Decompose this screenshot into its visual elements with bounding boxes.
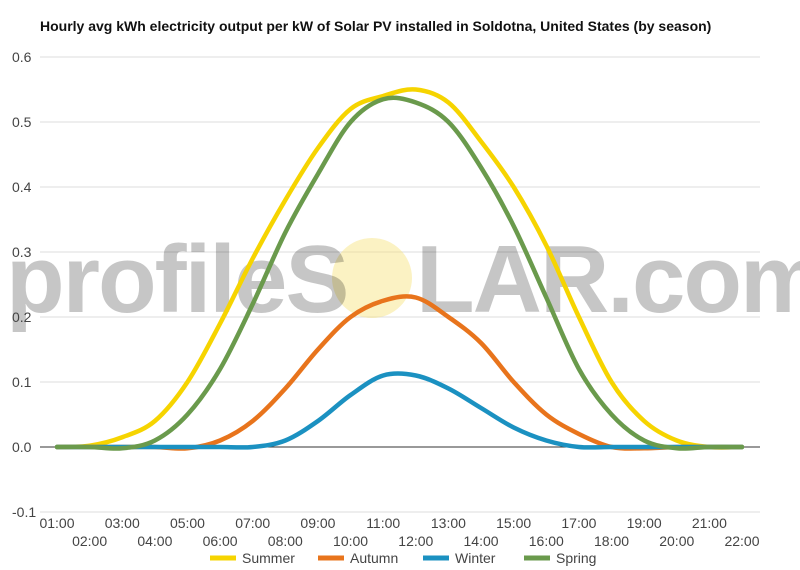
x-tick-label: 16:00 [529,533,564,549]
x-tick-label: 20:00 [659,533,694,549]
x-tick-label: 13:00 [431,515,466,531]
x-tick-label: 01:00 [39,515,74,531]
chart-title: Hourly avg kWh electricity output per kW… [40,18,712,34]
y-tick-label: 0.1 [12,374,32,390]
y-tick-label: 0.3 [12,244,32,260]
x-tick-label: 19:00 [627,515,662,531]
y-tick-label: 0.6 [12,49,32,65]
y-tick-label: -0.1 [12,504,36,520]
watermark-text-left: profileS [6,226,347,333]
y-tick-label: 0.0 [12,439,32,455]
watermark-text-right: LAR.com [416,226,800,333]
y-tick-label: 0.4 [12,179,32,195]
series-line-winter [54,371,745,450]
x-tick-label: 15:00 [496,515,531,531]
legend-label-summer: Summer [242,550,295,566]
grid-lines [40,56,760,513]
x-tick-label: 06:00 [203,533,238,549]
x-tick-label: 02:00 [72,533,107,549]
series-line-summer [54,87,745,450]
x-tick-label: 22:00 [724,533,759,549]
y-tick-label: 0.2 [12,309,32,325]
legend-label-spring: Spring [556,550,596,566]
x-tick-label: 11:00 [366,515,400,531]
legend-label-autumn: Autumn [350,550,398,566]
x-tick-label: 10:00 [333,533,368,549]
legend-label-winter: Winter [455,550,496,566]
x-tick-label: 07:00 [235,515,270,531]
x-tick-label: 12:00 [398,533,433,549]
y-tick-label: 0.5 [12,114,32,130]
x-tick-label: 08:00 [268,533,303,549]
x-tick-label: 14:00 [464,533,499,549]
series-lines [54,87,745,451]
x-tick-label: 17:00 [561,515,596,531]
x-axis-tick-labels: 01:00 02:00 03:00 04:00 05:00 06:00 07:00 08:00… [39,515,759,549]
x-tick-label: 21:00 [692,515,727,531]
series-line-spring [54,95,745,451]
x-tick-label: 05:00 [170,515,205,531]
x-tick-label: 09:00 [300,515,335,531]
legend: Summer Autumn Winter Spring [210,550,596,566]
x-tick-label: 18:00 [594,533,629,549]
x-tick-label: 03:00 [105,515,140,531]
y-axis-tick-labels: -0.1 0.0 0.1 0.2 0.3 0.4 0.5 0.6 [12,49,36,520]
x-tick-label: 04:00 [137,533,172,549]
